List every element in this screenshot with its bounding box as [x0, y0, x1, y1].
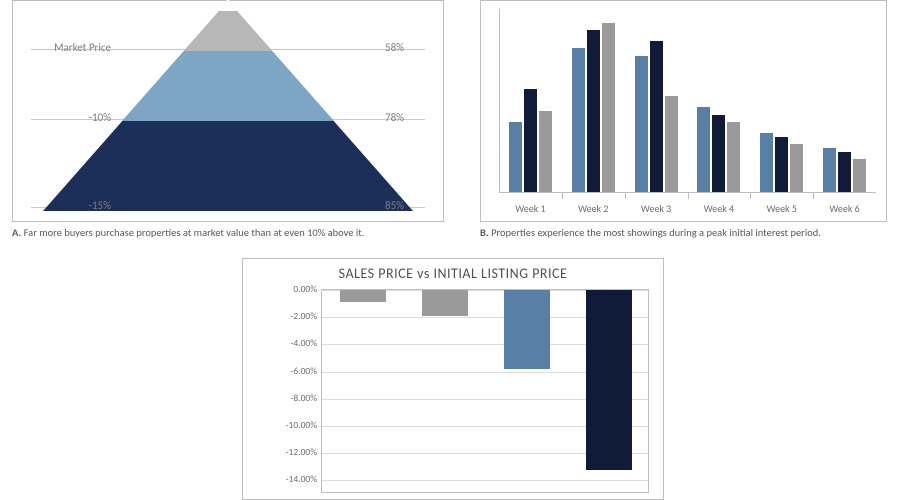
chart-b-tick [688, 193, 689, 199]
chart-a-caption: A. Far more buyers purchase properties a… [12, 226, 364, 239]
pyramid-right-label: 85% [385, 199, 425, 212]
chart-a-caption-text: Far more buyers purchase properties at m… [24, 226, 365, 239]
pyramid-left-label: Market Price [31, 41, 111, 54]
chart-c-sales-vs-listing: SALES PRICE vs INITIAL LISTING PRICE 0.0… [242, 258, 664, 500]
chart-b-bar [775, 137, 788, 192]
chart-c-y-label: 0.00% [263, 283, 317, 295]
chart-b-bar [790, 144, 803, 192]
page: Market Price -10% -15% 58% 78% 85% A. Fa… [0, 0, 900, 500]
chart-b-x-label: Week 1 [499, 202, 561, 215]
chart-b-showings-by-week: Week 1Week 2Week 3Week 4Week 5Week 6 [480, 0, 887, 222]
chart-b-bar [539, 111, 552, 192]
chart-b-bar [760, 133, 773, 192]
chart-c-title: SALES PRICE vs INITIAL LISTING PRICE [243, 265, 663, 282]
chart-b-bar [572, 48, 585, 192]
chart-c-bar [586, 290, 631, 470]
chart-b-caption-prefix: B. [480, 226, 489, 239]
chart-b-x-label: Week 3 [625, 202, 687, 215]
chart-b-bar [602, 23, 615, 192]
chart-b-bar [697, 107, 710, 192]
chart-b-group [760, 133, 803, 192]
chart-b-group [823, 148, 866, 192]
chart-c-y-label: -6.00% [263, 365, 317, 377]
chart-b-bar [838, 152, 851, 192]
pyramid-right-label: 78% [385, 111, 425, 124]
chart-b-x-label: Week 2 [562, 202, 624, 215]
chart-c-bar [340, 290, 385, 302]
chart-b-x-label: Week 5 [751, 202, 813, 215]
chart-b-bar [712, 115, 725, 192]
chart-c-y-label: -8.00% [263, 392, 317, 404]
chart-b-bar [635, 56, 648, 192]
chart-a-pyramid: Market Price -10% -15% 58% 78% 85% [12, 0, 444, 222]
chart-c-bar [504, 290, 549, 369]
chart-b-caption: B. Properties experience the most showin… [480, 226, 821, 239]
chart-b-tick [813, 193, 814, 199]
chart-b-tick [750, 193, 751, 199]
pyramid-left-label: -15% [31, 199, 111, 212]
chart-c-y-label: -10.00% [263, 419, 317, 431]
chart-b-bar [587, 30, 600, 192]
pyramid-right-label: 58% [385, 41, 425, 54]
chart-b-group [697, 107, 740, 192]
chart-c-y-label: -12.00% [263, 446, 317, 458]
chart-b-group [572, 23, 615, 192]
chart-b-bar [665, 96, 678, 192]
chart-b-group [635, 41, 678, 192]
chart-c-y-label: -2.00% [263, 310, 317, 322]
chart-c-gridline [322, 480, 648, 481]
chart-b-bar [524, 89, 537, 192]
chart-a-caption-prefix: A. [12, 226, 21, 239]
chart-b-plot-area [499, 9, 876, 193]
chart-c-y-label: -14.00% [263, 473, 317, 485]
chart-b-bar [727, 122, 740, 192]
chart-b-bar [823, 148, 836, 192]
chart-b-x-label: Week 6 [814, 202, 876, 215]
pyramid-left-label: -10% [31, 111, 111, 124]
chart-b-tick [625, 193, 626, 199]
pyramid-cap [218, 0, 238, 11]
chart-b-x-label: Week 4 [688, 202, 750, 215]
chart-b-tick [562, 193, 563, 199]
chart-b-group [509, 89, 552, 192]
chart-c-bar [422, 290, 467, 316]
chart-c-plot-area [321, 289, 649, 493]
chart-b-caption-text: Properties experience the most showings … [491, 226, 821, 239]
chart-b-bar [509, 122, 522, 192]
chart-b-bar [650, 41, 663, 192]
chart-b-bar [853, 159, 866, 192]
chart-c-y-label: -4.00% [263, 337, 317, 349]
